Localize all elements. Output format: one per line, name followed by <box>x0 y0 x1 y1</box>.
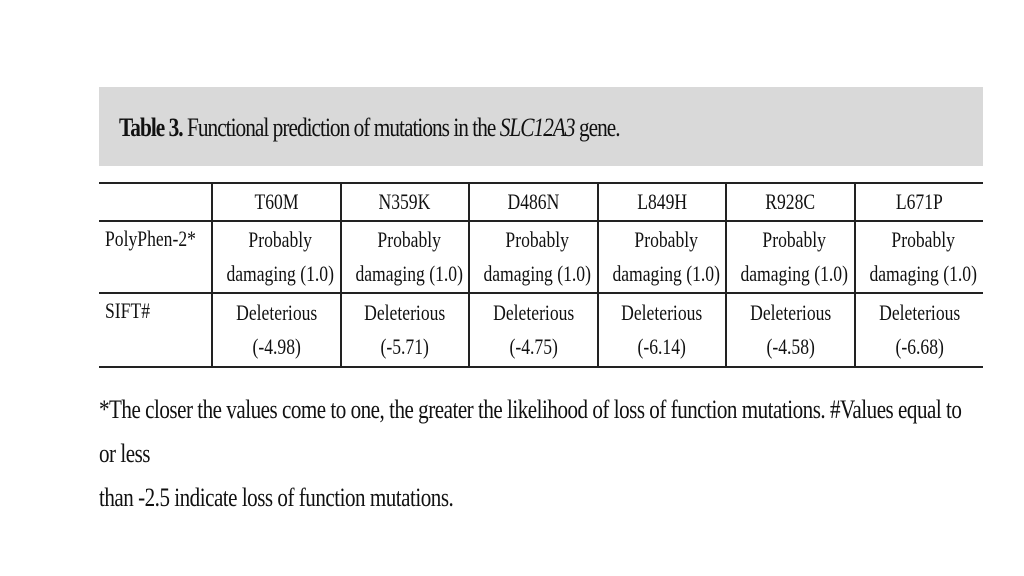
table-cell: Deleterious (-4.98) <box>211 293 341 368</box>
header-cell-t60m: T60M <box>211 182 341 222</box>
table-caption-gene: SLC12A3 <box>499 113 576 142</box>
header-cell-n359k: N359K <box>339 182 469 222</box>
table-caption-suffix: gene. <box>574 113 621 142</box>
table-cell: Probably damaging (1.0) <box>853 221 983 294</box>
table-cell: Deleterious (-4.58) <box>725 293 855 368</box>
table-header-row: T60M N359K D486N L849H R928C L671P <box>99 182 983 222</box>
table-caption-text: Functional prediction of mutations in th… <box>182 113 500 142</box>
table-cell: Probably damaging (1.0) <box>468 221 598 294</box>
footnote-line-1: *The closer the values come to one, the … <box>99 395 962 468</box>
table-row-polyphen: PolyPhen-2* Probably damaging (1.0) Proba… <box>99 221 983 294</box>
header-cell-l849h: L849H <box>596 182 726 222</box>
table-cell: Probably damaging (1.0) <box>596 221 726 294</box>
table-cell: Deleterious (-6.68) <box>853 293 983 368</box>
table-row-sift: SIFT# Deleterious (-4.98) Deleterious (-5.… <box>99 293 983 368</box>
row-label-polyphen: PolyPhen-2* <box>99 221 212 294</box>
table-caption: Table 3. Functional prediction of mutati… <box>119 113 621 143</box>
table-cell: Probably damaging (1.0) <box>211 221 341 294</box>
table-cell: Probably damaging (1.0) <box>725 221 855 294</box>
table-cell: Probably damaging (1.0) <box>339 221 469 294</box>
header-cell-l671p: L671P <box>853 182 983 222</box>
table-footnote: *The closer the values come to one, the … <box>99 388 982 520</box>
mutation-prediction-table: T60M N359K D486N L849H R928C L671P PolyP… <box>99 182 983 368</box>
table-cell: Deleterious (-5.71) <box>339 293 469 368</box>
table-cell: Deleterious (-4.75) <box>468 293 598 368</box>
table-caption-label: Table 3. <box>119 113 184 142</box>
footnote-line-2: than -2.5 indicate loss of function muta… <box>99 483 454 512</box>
table-cell: Deleterious (-6.14) <box>596 293 726 368</box>
row-label-sift: SIFT# <box>99 293 212 368</box>
table-caption-bar: Table 3. Functional prediction of mutati… <box>99 87 983 166</box>
header-cell-d486n: D486N <box>468 182 598 222</box>
header-cell-r928c: R928C <box>725 182 855 222</box>
header-cell-empty <box>99 182 212 222</box>
